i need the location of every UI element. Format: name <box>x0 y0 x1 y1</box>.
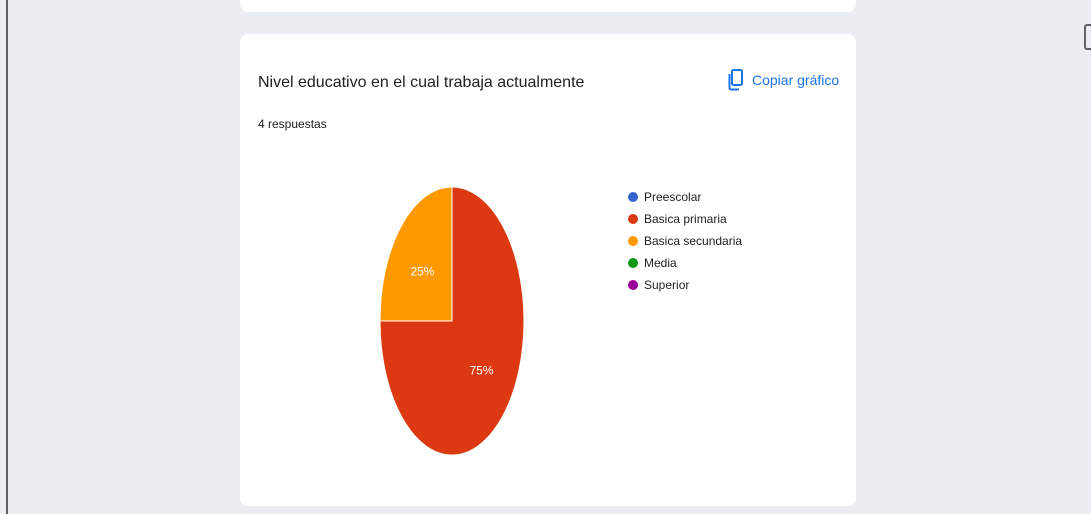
legend-label: Superior <box>644 278 690 292</box>
chart-legend: Preescolar Basica primaria Basica secundar… <box>628 186 742 296</box>
pie-chart: 75% 25% <box>379 186 525 456</box>
response-count: 4 respuestas <box>258 117 327 131</box>
slice-data-label: 25% <box>410 265 434 279</box>
legend-swatch <box>628 236 638 246</box>
legend-label: Basica secundaria <box>644 234 743 248</box>
slice-data-label: 75% <box>470 363 494 377</box>
previous-card <box>240 0 856 12</box>
legend-label: Media <box>644 256 677 270</box>
legend-label: Basica primaria <box>644 212 727 226</box>
left-border <box>6 0 8 514</box>
chart-card: Nivel educativo en el cual trabaja actua… <box>240 34 856 506</box>
legend-label: Preescolar <box>644 190 702 204</box>
legend-item[interactable]: Superior <box>628 274 742 296</box>
legend-swatch <box>628 258 638 268</box>
copy-icon <box>728 69 744 91</box>
legend-item[interactable]: Preescolar <box>628 186 742 208</box>
legend-item[interactable]: Basica primaria <box>628 208 742 230</box>
side-widget[interactable] <box>1084 24 1091 50</box>
copy-chart-button[interactable]: Copiar gráfico <box>728 66 839 94</box>
pie-slice-2[interactable] <box>379 186 453 322</box>
legend-item[interactable]: Basica secundaria <box>628 230 742 252</box>
copy-chart-label: Copiar gráfico <box>752 72 840 88</box>
legend-item[interactable]: Media <box>628 252 742 274</box>
legend-swatch <box>628 280 638 290</box>
legend-swatch <box>628 214 638 224</box>
question-title: Nivel educativo en el cual trabaja actua… <box>258 74 585 91</box>
legend-swatch <box>628 192 638 202</box>
